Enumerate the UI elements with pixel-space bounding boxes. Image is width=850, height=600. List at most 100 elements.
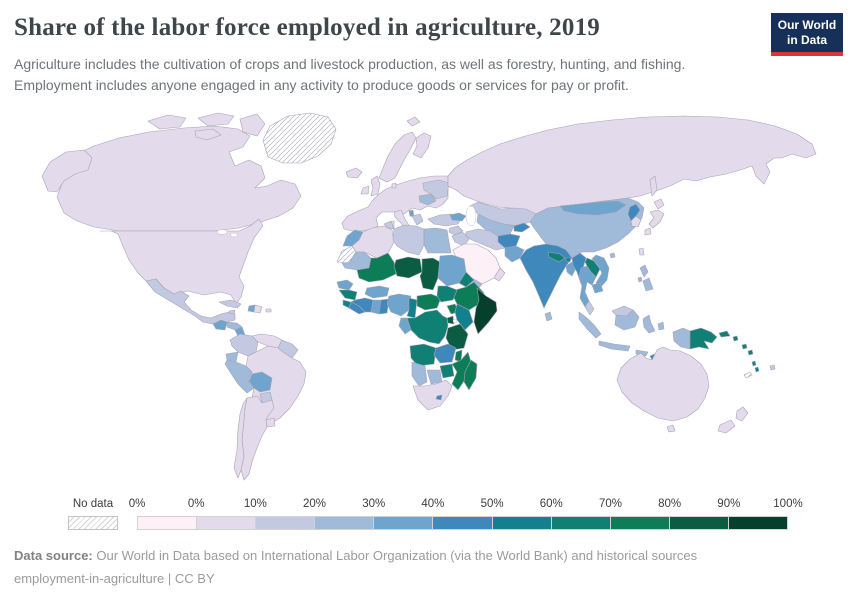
region-ireland[interactable] xyxy=(360,185,370,195)
region-guatemala[interactable] xyxy=(212,319,228,331)
region-uk[interactable] xyxy=(370,175,381,197)
legend-swatch-40-50%[interactable] xyxy=(433,517,493,529)
region-jamaica[interactable] xyxy=(228,309,236,315)
license-line[interactable]: employment-in-agriculture | CC BY xyxy=(14,571,215,587)
region-cuba[interactable] xyxy=(218,299,242,309)
region-south-korea[interactable] xyxy=(630,215,642,228)
region-hainan[interactable] xyxy=(609,252,616,259)
region-zambia[interactable] xyxy=(433,343,457,364)
region-uruguay[interactable] xyxy=(265,417,276,428)
legend-swatch-0%[interactable] xyxy=(138,517,198,529)
region-chile[interactable] xyxy=(233,397,248,479)
region-taiwan[interactable] xyxy=(638,247,645,256)
region-papua-new-guinea[interactable] xyxy=(689,327,731,350)
region-scandinavia[interactable] xyxy=(378,131,417,183)
legend-swatch-50-60%[interactable] xyxy=(492,517,552,529)
region-namibia[interactable] xyxy=(411,361,428,387)
region-iraq[interactable] xyxy=(451,231,471,247)
region-west-papua[interactable] xyxy=(672,327,691,350)
region-europe-mainland[interactable] xyxy=(341,175,449,232)
region-bolivia[interactable] xyxy=(248,371,273,393)
region-chad[interactable] xyxy=(419,257,441,291)
region-central-african-republic[interactable] xyxy=(416,293,442,311)
region-denmark[interactable] xyxy=(391,182,397,189)
region-fiji[interactable] xyxy=(769,364,776,371)
legend-color-strip[interactable] xyxy=(137,516,788,530)
region-congo-gabon[interactable] xyxy=(398,317,412,335)
region-romania[interactable] xyxy=(418,193,437,206)
region-ukraine[interactable] xyxy=(422,179,450,200)
legend-swatch-90-100%[interactable] xyxy=(728,517,788,529)
region-mongolia[interactable] xyxy=(559,200,627,216)
region-south-africa[interactable] xyxy=(412,379,453,411)
region-alaska[interactable] xyxy=(41,149,93,193)
region-philippines[interactable] xyxy=(637,264,654,292)
region-georgia-azerbaijan[interactable] xyxy=(449,212,467,222)
region-somalia[interactable] xyxy=(473,287,498,335)
owid-logo[interactable]: Our World in Data xyxy=(771,13,843,56)
region-rwanda-burundi[interactable] xyxy=(446,315,455,325)
region-japan[interactable] xyxy=(644,198,665,236)
legend-swatch-30-40%[interactable] xyxy=(374,517,434,529)
region-nigeria[interactable] xyxy=(386,293,412,317)
region-finland[interactable] xyxy=(412,132,432,159)
region-canada[interactable] xyxy=(56,125,302,232)
region-cambodia[interactable] xyxy=(591,282,604,294)
region-eritrea[interactable] xyxy=(458,271,475,288)
region-puerto-rico[interactable] xyxy=(265,308,272,313)
region-indonesia-borneo[interactable] xyxy=(614,309,640,331)
region-greenland[interactable] xyxy=(262,112,337,164)
legend-swatch-0-10%[interactable] xyxy=(197,517,257,529)
region-australia[interactable] xyxy=(616,346,710,422)
region-java[interactable] xyxy=(598,340,631,352)
region-botswana[interactable] xyxy=(426,369,443,385)
region-guinea[interactable] xyxy=(338,289,358,301)
color-legend[interactable]: 0% 0% 10% 20% 30% 40% 50% 60% 70% 80% 90% 100% xyxy=(129,498,803,532)
region-libya[interactable] xyxy=(392,224,425,256)
region-dr-congo[interactable] xyxy=(406,309,449,345)
region-iceland[interactable] xyxy=(345,167,363,179)
region-egypt[interactable] xyxy=(423,227,452,254)
region-burkina-faso[interactable] xyxy=(364,285,390,299)
region-niger[interactable] xyxy=(393,256,423,279)
region-sulawesi[interactable] xyxy=(642,314,656,334)
region-usa[interactable] xyxy=(99,218,264,305)
legend-swatch-10-20%[interactable] xyxy=(256,517,316,529)
region-south-sudan[interactable] xyxy=(436,285,458,303)
legend-swatch-80-90%[interactable] xyxy=(669,517,729,529)
region-china[interactable] xyxy=(529,197,645,259)
region-cameroon[interactable] xyxy=(406,297,418,319)
region-liberia[interactable] xyxy=(348,301,366,315)
region-thailand[interactable] xyxy=(578,265,597,308)
region-vanuatu[interactable] xyxy=(751,360,760,373)
region-solomon-islands[interactable] xyxy=(732,335,754,356)
region-canada-arctic-islands[interactable] xyxy=(147,112,266,141)
legend-no-data[interactable]: No data xyxy=(66,498,120,532)
region-madagascar[interactable] xyxy=(463,359,478,391)
region-mali[interactable] xyxy=(356,252,397,283)
region-senegal[interactable] xyxy=(336,279,354,291)
region-tanzania[interactable] xyxy=(445,323,469,351)
region-india[interactable] xyxy=(519,243,573,309)
region-angola[interactable] xyxy=(409,343,437,367)
region-kyrgyzstan-tajikistan[interactable] xyxy=(513,222,531,233)
region-nepal[interactable] xyxy=(547,251,566,263)
legend-swatch-60-70%[interactable] xyxy=(551,517,611,529)
region-tasmania[interactable] xyxy=(666,424,676,433)
region-svalbard[interactable] xyxy=(406,116,421,127)
region-sakhalin[interactable] xyxy=(649,175,658,197)
region-lesser-sunda[interactable] xyxy=(635,321,665,357)
region-sri-lanka[interactable] xyxy=(544,311,553,322)
region-lesotho[interactable] xyxy=(435,394,443,401)
region-zimbabwe[interactable] xyxy=(439,363,455,379)
region-oman[interactable] xyxy=(493,267,506,282)
region-dominican-republic[interactable] xyxy=(253,304,263,314)
region-new-caledonia[interactable] xyxy=(743,371,753,379)
no-data-swatch[interactable] xyxy=(68,516,118,530)
region-iran[interactable] xyxy=(465,228,506,251)
legend-swatch-20-30%[interactable] xyxy=(315,517,375,529)
region-bhutan[interactable] xyxy=(565,257,572,263)
region-malaysia-peninsula[interactable] xyxy=(584,300,595,316)
region-new-zealand[interactable] xyxy=(717,406,749,434)
